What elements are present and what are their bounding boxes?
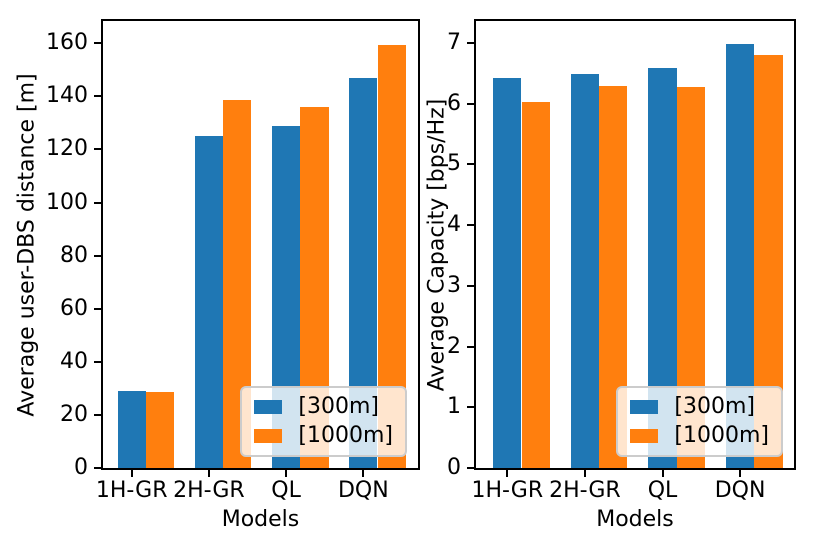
y-tick	[94, 95, 101, 98]
y-tick	[467, 102, 474, 105]
y-tick	[94, 148, 101, 151]
y-tick-label: 20	[60, 401, 88, 427]
bar-1H-GR-300m	[493, 78, 522, 468]
y-tick-label: 5	[447, 151, 461, 177]
legend-label: [1000m]	[674, 423, 769, 448]
legend-row: [1000m]	[254, 423, 393, 448]
y-tick	[94, 360, 101, 363]
y-tick-label: 40	[60, 348, 88, 374]
capacity-chart-x-axis-label: Models	[596, 507, 674, 532]
legend-label: [300m]	[298, 394, 379, 419]
legend: [300m] [1000m]	[616, 386, 783, 457]
legend-swatch-300m	[630, 400, 659, 414]
x-tick	[506, 470, 509, 477]
x-tick-label: DQN	[337, 478, 389, 503]
y-tick-label: 6	[447, 90, 461, 116]
x-tick-label: 2H-GR	[173, 478, 245, 503]
x-tick	[583, 470, 586, 477]
y-tick	[467, 345, 474, 348]
y-tick	[94, 254, 101, 257]
x-tick	[362, 470, 365, 477]
y-tick-label: 160	[46, 30, 88, 56]
legend-swatch-1000m	[254, 429, 283, 443]
legend-row: [300m]	[254, 394, 393, 419]
x-tick	[661, 470, 664, 477]
bar-1H-GR-300m	[117, 391, 146, 468]
legend: [300m] [1000m]	[240, 386, 407, 457]
distance-chart-x-axis-label: Models	[221, 507, 300, 532]
distance-chart-plot-area: [300m] [1000m]	[101, 19, 420, 470]
bar-2H-GR-300m	[570, 73, 600, 468]
y-tick	[467, 406, 474, 409]
legend-row: [1000m]	[630, 423, 769, 448]
y-tick	[467, 284, 474, 287]
y-tick-label: 3	[447, 272, 461, 298]
y-tick	[467, 224, 474, 227]
x-tick-label: 1H-GR	[471, 478, 544, 503]
y-tick-label: 4	[447, 212, 461, 238]
legend-label: [1000m]	[298, 423, 393, 448]
y-tick-label: 140	[46, 83, 88, 109]
legend-row: [300m]	[630, 394, 769, 419]
y-tick-label: 60	[60, 295, 88, 321]
legend-label: [300m]	[674, 394, 755, 419]
x-tick-label: 1H-GR	[95, 478, 168, 503]
y-tick-label: 1	[447, 394, 461, 420]
x-tick	[130, 470, 133, 477]
y-tick	[94, 42, 101, 45]
y-tick	[94, 307, 101, 310]
y-tick-label: 120	[46, 136, 88, 162]
y-tick	[467, 163, 474, 166]
bar-2H-GR-300m	[194, 136, 224, 468]
legend-swatch-300m	[254, 400, 283, 414]
y-tick	[94, 467, 101, 469]
x-tick-label: DQN	[714, 478, 766, 503]
x-tick-label: QL	[647, 478, 678, 503]
x-tick-label: QL	[271, 478, 301, 503]
bar-1H-GR-1000m	[145, 392, 175, 468]
y-tick-label: 80	[60, 242, 88, 268]
x-tick	[739, 470, 742, 477]
y-tick-label: 2	[447, 333, 461, 359]
y-tick-label: 100	[46, 189, 88, 215]
x-tick	[207, 470, 210, 477]
y-tick-label: 7	[447, 29, 461, 55]
legend-swatch-1000m	[630, 429, 659, 443]
y-tick-label: 0	[74, 455, 88, 480]
y-tick	[94, 413, 101, 416]
x-tick	[285, 470, 288, 477]
y-tick-label: 0	[447, 455, 461, 480]
y-tick	[467, 41, 474, 44]
y-tick	[94, 201, 101, 204]
x-tick-label: 2H-GR	[549, 478, 621, 503]
capacity-chart-plot-area: [300m] [1000m]	[474, 19, 796, 470]
y-tick	[467, 467, 474, 469]
bar-1H-GR-1000m	[521, 102, 550, 468]
